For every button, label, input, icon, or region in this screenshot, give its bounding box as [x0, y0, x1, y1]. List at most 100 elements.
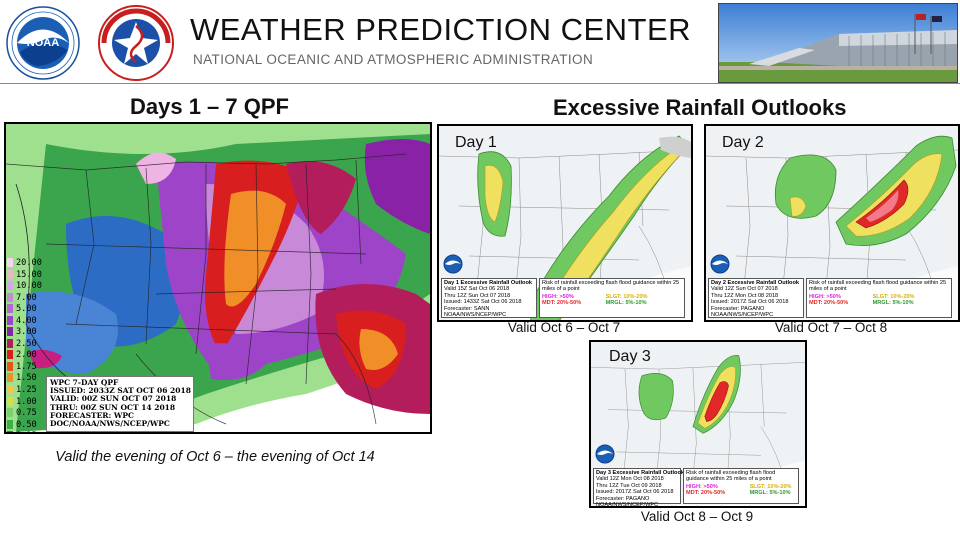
qpf-legend-label: 7.00	[16, 292, 37, 303]
qpf-info-line: VALID: 00Z SUN OCT 07 2018	[50, 394, 177, 404]
qpf-legend-swatch	[7, 258, 13, 267]
qpf-legend-entry: 7.00	[7, 292, 53, 305]
qpf-legend-swatch	[7, 385, 13, 395]
ero-day2-map: Day 2 Day 2 Excessive Rainfall Outlook V…	[704, 124, 960, 322]
qpf-legend-swatch	[7, 408, 13, 418]
ero-risk-mrgl: MRGL: 5%-10%	[749, 490, 791, 497]
page-subtitle: NATIONAL OCEANIC AND ATMOSPHERIC ADMINIS…	[193, 52, 594, 67]
qpf-legend-swatch	[7, 292, 13, 302]
qpf-legend-entry: 3.00	[7, 327, 53, 339]
qpf-legend-entry: 2.50	[7, 338, 53, 351]
qpf-legend-label: 15.00	[16, 269, 42, 280]
ero-info-line: NOAA/NWS/NCEP/WPC	[596, 502, 659, 508]
ero-map-graphic	[591, 342, 805, 506]
building-photo	[718, 3, 958, 83]
qpf-legend-label: 0.75	[16, 408, 37, 419]
qpf-legend-entry: 1.00	[7, 396, 53, 409]
qpf-map: 20.00 15.00 10.00 7.00 5.00 4.00 3.00 2.50 2.00 1…	[4, 122, 432, 434]
ero-title: Excessive Rainfall Outlooks	[553, 95, 847, 120]
qpf-legend-swatch	[7, 361, 13, 371]
qpf-info-box: WPC 7-DAY QPF ISSUED: 2033Z SAT OCT 06 2…	[46, 376, 194, 432]
ero-risk-slgt: SLGT: 10%-20%	[872, 293, 915, 300]
ero-risk-box: Risk of rainfall exceeding flash flood g…	[683, 468, 799, 504]
qpf-legend-entry: 1.25	[7, 385, 53, 397]
ero-info-line: Issued: 2017Z Sat Oct 06 2018	[711, 299, 789, 306]
qpf-legend-swatch	[7, 269, 13, 279]
qpf-legend-swatch	[7, 396, 13, 406]
qpf-info-line: ISSUED: 2033Z SAT OCT 06 2018	[50, 386, 191, 396]
qpf-legend-label: 2.50	[16, 338, 37, 349]
ero-info-line: Day 3 Excessive Rainfall Outlook	[596, 470, 684, 476]
ero-day-label: Day 3	[609, 348, 651, 365]
ero-risk-slgt: SLGT: 10%-20%	[749, 483, 792, 490]
ero-info-line: Valid 12Z Mon Oct 08 2018	[596, 476, 664, 483]
qpf-legend-swatch	[7, 419, 13, 429]
ero-info-line: Forecaster: PAGANO	[711, 305, 765, 312]
qpf-legend-entry: 0.50	[7, 419, 53, 432]
ero-noaa-icon	[710, 254, 730, 274]
ero-day2-caption: Valid Oct 7 – Oct 8	[774, 320, 888, 335]
qpf-info-line: DOC/NOAA/NWS/NCEP/WPC	[50, 419, 170, 429]
qpf-legend-label: 1.50	[16, 373, 37, 384]
qpf-title: Days 1 – 7 QPF	[130, 94, 289, 119]
ero-info-line: Thru 12Z Sun Oct 07 2018	[444, 292, 511, 299]
qpf-legend-entry: 10.00	[7, 281, 53, 293]
ero-risk-title: Risk of rainfall exceeding flash flood g…	[809, 280, 947, 293]
ero-risk-mdt: MDT: 20%-50%	[686, 490, 726, 497]
ero-info-line: Issued: 1433Z Sat Oct 06 2018	[444, 299, 522, 306]
qpf-legend-entry: 1.50	[7, 373, 53, 385]
qpf-legend-swatch	[7, 338, 13, 348]
ero-risk-title: Risk of rainfall exceeding flash flood g…	[686, 470, 776, 483]
ero-day1-caption: Valid Oct 6 – Oct 7	[507, 320, 621, 335]
qpf-legend-entry: 15.00	[7, 269, 53, 282]
ero-info-line: Thru 12Z Mon Oct 08 2018	[711, 292, 779, 299]
ero-info-line: NOAA/NWS/NCEP/WPC	[711, 312, 774, 319]
qpf-legend-label: 4.00	[16, 315, 37, 326]
qpf-legend-swatch	[7, 327, 13, 337]
ero-info-line: Valid 12Z Sun Oct 07 2018	[711, 286, 778, 293]
qpf-legend-label: 1.25	[16, 385, 37, 396]
ero-day3-caption: Valid Oct 8 – Oct 9	[640, 509, 754, 524]
qpf-caption: Valid the evening of Oct 6 – the evening…	[55, 449, 375, 465]
qpf-legend-label: 1.00	[16, 396, 37, 407]
qpf-legend-label: 0.25	[16, 431, 37, 432]
ero-info-line: Valid 15Z Sat Oct 06 2018	[444, 286, 510, 293]
qpf-info-line: FORECASTER: WPC	[50, 410, 134, 420]
header-divider	[0, 83, 960, 84]
svg-text:NOAA: NOAA	[27, 37, 59, 49]
qpf-legend-label: 1.75	[16, 361, 37, 372]
ero-risk-box: Risk of rainfall exceeding flash flood g…	[806, 278, 952, 318]
qpf-legend-label: 5.00	[16, 304, 37, 315]
page-title: WEATHER PREDICTION CENTER	[190, 12, 692, 47]
noaa-logo: NOAA	[6, 6, 80, 80]
ero-risk-slgt: SLGT: 10%-20%	[605, 293, 648, 300]
ero-info-line: Forecaster: SANN	[444, 305, 490, 312]
qpf-legend-swatch	[7, 304, 13, 314]
qpf-legend-entry: 0.25	[7, 431, 53, 432]
qpf-info-line: THRU: 00Z SUN OCT 14 2018	[50, 402, 176, 412]
ero-info-line: Forecaster: PAGANO	[596, 495, 650, 502]
ero-day-label: Day 1	[455, 134, 497, 151]
ero-info-line: Issued: 2017Z Sat Oct 06 2018	[596, 489, 674, 496]
ero-info-line: Day 1 Excessive Rainfall Outlook	[444, 280, 532, 286]
ero-risk-title: Risk of rainfall exceeding flash flood g…	[542, 280, 680, 293]
qpf-legend-swatch	[7, 431, 13, 432]
qpf-legend-label: 3.00	[16, 327, 37, 338]
ero-risk-mrgl: MRGL: 5%-10%	[605, 300, 647, 307]
ero-risk-high: HIGH: >50%	[686, 483, 718, 490]
qpf-legend-entry: 5.00	[7, 304, 53, 316]
ero-risk-mdt: MDT: 20%-50%	[542, 300, 582, 307]
qpf-info-line: WPC 7-DAY QPF	[50, 378, 119, 387]
ero-info-line: Day 2 Excessive Rainfall Outlook	[711, 280, 799, 286]
ero-noaa-icon	[443, 254, 463, 274]
ero-risk-high: HIGH: >50%	[809, 293, 841, 300]
qpf-legend-swatch	[7, 315, 13, 325]
nws-logo	[96, 4, 176, 82]
ero-day3-map: Day 3 Day 3 Excessive Rainfall Outlook V…	[589, 340, 807, 508]
qpf-legend-swatch	[7, 373, 13, 383]
qpf-legend-entry: 2.00	[7, 350, 53, 362]
qpf-legend-entry: 0.75	[7, 408, 53, 420]
ero-info-line: Thru 12Z Tue Oct 09 2018	[596, 482, 662, 489]
ero-day-label: Day 2	[722, 134, 764, 151]
ero-info-box: Day 3 Excessive Rainfall Outlook Valid 1…	[593, 468, 684, 506]
